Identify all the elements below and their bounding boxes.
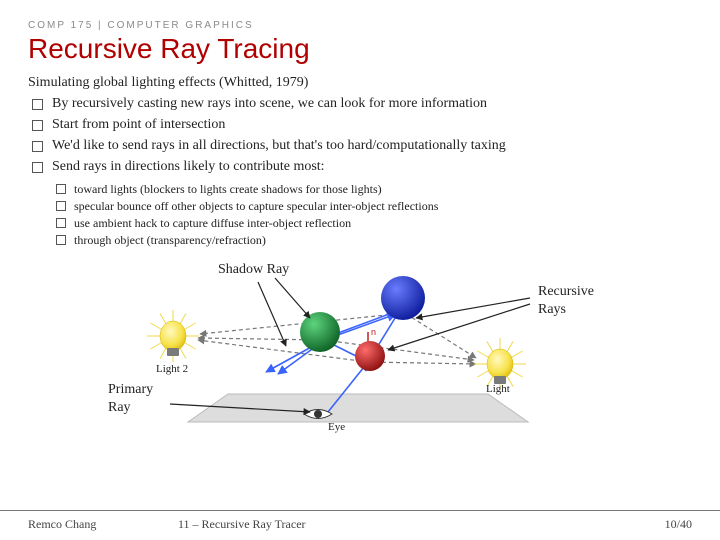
footer-page-number: 10/40 <box>665 517 692 532</box>
bullet-item: We'd like to send rays in all directions… <box>32 137 692 156</box>
intro-line: Simulating global lighting effects (Whit… <box>28 75 692 91</box>
bullet-item: Send rays in directions likely to contri… <box>32 158 692 177</box>
course-kicker: COMP 175 | COMPUTER GRAPHICS <box>28 20 692 31</box>
footer-chapter: 11 – Recursive Ray Tracer <box>178 517 665 532</box>
slide-title: Recursive Ray Tracing <box>28 33 692 65</box>
footer-author: Remco Chang <box>28 517 178 532</box>
svg-text:Eye: Eye <box>328 421 345 433</box>
ray-trace-diagram: n Light 2 Eye Light <box>28 254 688 434</box>
sub-bullet-item: use ambient hack to capture diffuse inte… <box>56 215 692 231</box>
sub-bullet-item: toward lights (blockers to lights create… <box>56 181 692 197</box>
bullet-list: By recursively casting new rays into sce… <box>28 95 692 177</box>
diagram-area: Shadow Ray Recursive Rays Primary Ray <box>28 254 692 434</box>
svg-text:Light 2: Light 2 <box>156 363 188 375</box>
sub-bullet-item: through object (transparency/refraction) <box>56 232 692 248</box>
svg-text:Light: Light <box>486 383 510 395</box>
sub-bullet-list: toward lights (blockers to lights create… <box>28 181 692 249</box>
slide: COMP 175 | COMPUTER GRAPHICS Recursive R… <box>0 0 720 540</box>
svg-text:n: n <box>371 327 376 337</box>
bullet-item: By recursively casting new rays into sce… <box>32 95 692 114</box>
sub-bullet-item: specular bounce off other objects to cap… <box>56 198 692 214</box>
bullet-item: Start from point of intersection <box>32 116 692 135</box>
slide-footer: Remco Chang 11 – Recursive Ray Tracer 10… <box>0 510 720 532</box>
